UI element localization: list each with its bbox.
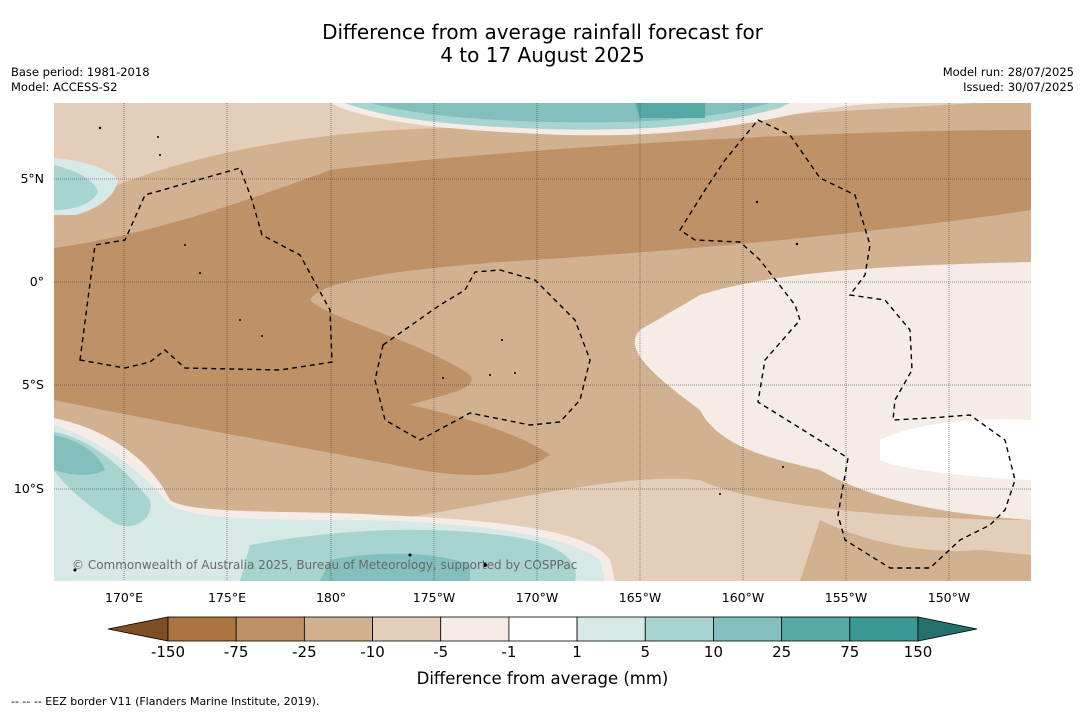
lon-label: 155°W bbox=[824, 590, 868, 605]
northwest-teal-inner bbox=[54, 165, 98, 210]
island bbox=[514, 372, 516, 374]
colorbar-swatch bbox=[167, 616, 237, 642]
lat-label: 10°S bbox=[13, 481, 44, 496]
lon-label: 170°W bbox=[515, 590, 559, 605]
eez-border bbox=[679, 119, 1016, 569]
colorbar-tick-label: -150 bbox=[150, 643, 186, 661]
island bbox=[239, 319, 241, 321]
colorbar-tick-label: -10 bbox=[360, 643, 385, 661]
island bbox=[483, 563, 487, 567]
model-name: Model: ACCESS-S2 bbox=[11, 80, 118, 94]
run-info: Model run: 28/07/2025 Issued: 30/07/2025 bbox=[943, 65, 1074, 95]
lon-label: 170°E bbox=[104, 590, 143, 605]
colorbar-swatch bbox=[440, 616, 510, 642]
lon-label: 160°W bbox=[721, 590, 765, 605]
issued-date: Issued: 30/07/2025 bbox=[963, 80, 1074, 94]
gridlines bbox=[54, 103, 1031, 581]
copyright-notice: © Commonwealth of Australia 2025, Bureau… bbox=[72, 558, 578, 572]
islands bbox=[73, 126, 799, 572]
lat-label: 5°N bbox=[20, 171, 44, 186]
colorbar-tick-label: -25 bbox=[292, 643, 317, 661]
colorbar-tick-label: 5 bbox=[640, 643, 651, 661]
colorbar-title: Difference from average (mm) bbox=[416, 669, 669, 688]
colorbar-tick-label: 75 bbox=[840, 643, 860, 661]
white-region-east bbox=[880, 419, 1031, 480]
colorbar-swatch bbox=[235, 616, 305, 642]
north-teal-max bbox=[635, 103, 705, 118]
eez-legend-note: -- -- -- EEZ border V11 (Flanders Marine… bbox=[11, 695, 320, 708]
island bbox=[782, 466, 784, 468]
island bbox=[157, 136, 159, 138]
lon-label: 150°W bbox=[927, 590, 971, 605]
island bbox=[755, 200, 759, 204]
colorbar-swatch bbox=[849, 616, 919, 642]
island bbox=[159, 154, 161, 156]
lat-label: 5°S bbox=[21, 377, 44, 392]
south-teal-core bbox=[320, 553, 470, 581]
eez-borders bbox=[79, 119, 1016, 569]
island bbox=[73, 568, 77, 572]
title-line-2: 4 to 17 August 2025 bbox=[440, 43, 645, 67]
southeast-tan bbox=[800, 520, 1031, 581]
island bbox=[98, 126, 102, 130]
lon-label: 165°W bbox=[618, 590, 662, 605]
southwest-teal-core bbox=[54, 435, 105, 475]
model-run: Model run: 28/07/2025 bbox=[942, 65, 1074, 79]
colorbar-swatch bbox=[713, 616, 783, 642]
island bbox=[489, 374, 491, 376]
colorbar bbox=[107, 616, 978, 642]
colorbar-tick-label: 25 bbox=[772, 643, 792, 661]
map-fill bbox=[54, 103, 1031, 581]
island bbox=[442, 377, 444, 379]
colorbar-swatch bbox=[303, 616, 373, 642]
lon-label: 175°E bbox=[207, 590, 246, 605]
colorbar-tick-label: -75 bbox=[223, 643, 249, 661]
colorbar-tick-label: 150 bbox=[903, 643, 933, 661]
colorbar-extend-high bbox=[917, 616, 978, 642]
map-title: Difference from average rainfall forecas… bbox=[0, 21, 1085, 67]
island bbox=[501, 339, 503, 341]
island bbox=[199, 272, 201, 274]
colorbar-swatch bbox=[781, 616, 851, 642]
colorbar-swatch bbox=[372, 616, 442, 642]
colorbar-extend-low bbox=[107, 616, 169, 642]
colorbar-tick-label: 10 bbox=[703, 643, 723, 661]
lon-label: 180° bbox=[315, 590, 347, 605]
lon-label: 175°W bbox=[412, 590, 456, 605]
colorbar-swatch bbox=[508, 616, 578, 642]
base-period: Base period: 1981-2018 bbox=[11, 65, 150, 79]
colorbar-tick-label: -5 bbox=[433, 643, 449, 661]
colorbar-swatch bbox=[644, 616, 714, 642]
island bbox=[184, 244, 186, 246]
island bbox=[261, 335, 263, 337]
colorbar-tick-label: -1 bbox=[501, 643, 517, 661]
base-info: Base period: 1981-2018 Model: ACCESS-S2 bbox=[11, 65, 150, 95]
island bbox=[408, 553, 412, 557]
eez-border bbox=[79, 167, 333, 371]
brown-belt bbox=[54, 130, 1031, 475]
island bbox=[719, 493, 721, 495]
island bbox=[795, 242, 799, 246]
lat-label: 0° bbox=[29, 274, 44, 289]
eez-border bbox=[374, 269, 591, 441]
colorbar-swatch bbox=[576, 616, 646, 642]
northwest-tan bbox=[54, 103, 420, 150]
title-line-1: Difference from average rainfall forecas… bbox=[322, 20, 763, 44]
colorbar-tick-label: 1 bbox=[572, 643, 582, 661]
